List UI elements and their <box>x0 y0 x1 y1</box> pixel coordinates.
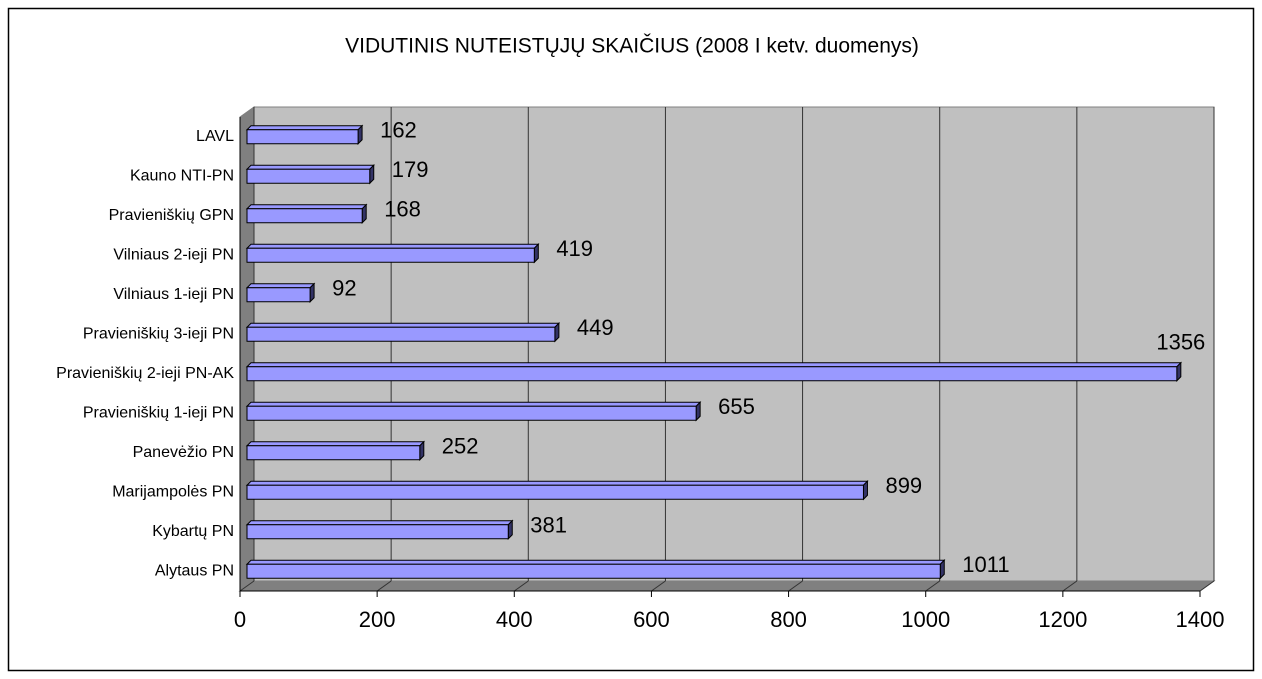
y-tick-label: Pravieniškių 1-ieji PN <box>83 404 234 421</box>
bar-top <box>245 283 316 289</box>
x-tick-label: 200 <box>359 607 396 632</box>
bar-end <box>419 440 425 461</box>
y-tick-label: Kybartų PN <box>152 523 234 540</box>
grid-line <box>788 580 803 592</box>
y-tick-label: Alytaus PN <box>155 562 234 579</box>
y-tick-label: Vilniaus 1-ieji PN <box>113 286 234 303</box>
data-label: 162 <box>380 118 417 143</box>
bar-end <box>1176 361 1182 382</box>
y-tick-label: Panevėžio PN <box>133 444 234 461</box>
x-tick-label: 1200 <box>1038 607 1087 632</box>
bar-end <box>554 322 560 343</box>
bar-top <box>245 480 869 486</box>
bar-end <box>361 203 367 224</box>
bar <box>246 208 363 224</box>
floor <box>238 580 1216 592</box>
bar <box>246 326 556 342</box>
y-tick-label: Marijampolės PN <box>112 483 234 500</box>
bar-end <box>369 164 375 185</box>
y-tick-label: Pravieniškių 3-ieji PN <box>83 325 234 342</box>
bar-top <box>245 243 540 249</box>
chart-title: VIDUTINIS NUTEISTŲJŲ SKAIČIUS (2008 I ke… <box>345 35 919 58</box>
bar-top <box>245 362 1183 368</box>
bar <box>246 168 371 184</box>
x-tick-label: 1000 <box>901 607 950 632</box>
grid-line <box>1199 580 1215 592</box>
bar-end <box>357 124 363 145</box>
bar-end <box>309 282 315 303</box>
bar-top <box>245 322 561 328</box>
bar-end <box>533 243 539 264</box>
x-tick-label: 1400 <box>1176 607 1225 632</box>
bar-top <box>245 204 368 210</box>
grid-line <box>376 580 392 592</box>
bar-top <box>245 125 364 131</box>
bar <box>246 247 535 263</box>
bar-end <box>507 519 513 540</box>
x-tick-label: 800 <box>770 607 807 632</box>
data-label: 899 <box>885 473 922 498</box>
data-label: 1356 <box>1156 330 1205 355</box>
y-tick-label: Vilniaus 2-ieji PN <box>113 246 234 263</box>
bar-end <box>695 401 701 422</box>
x-tick-label: 600 <box>633 607 670 632</box>
y-tick-label: Pravieniškių 2-ieji PN-AK <box>56 365 234 382</box>
bar <box>246 287 311 303</box>
data-label: 168 <box>384 197 421 222</box>
grid-line <box>651 580 666 592</box>
data-label: 179 <box>392 157 429 182</box>
y-tick-label: Kauno NTI-PN <box>130 167 234 184</box>
bar-top <box>245 441 426 447</box>
bar <box>246 405 697 421</box>
bar-top <box>245 164 375 170</box>
grid-line <box>239 580 255 592</box>
data-label: 1011 <box>962 552 1009 577</box>
bar <box>246 524 509 540</box>
data-label: 252 <box>442 434 479 459</box>
data-label: 449 <box>577 315 614 340</box>
data-label: 92 <box>332 276 356 301</box>
x-tick-label: 0 <box>234 607 246 632</box>
bar-top <box>245 559 946 565</box>
grid-line <box>925 580 941 592</box>
bar-end <box>862 480 868 501</box>
bar <box>246 366 1178 382</box>
data-label: 381 <box>530 513 567 538</box>
y-tick-label: Pravieniškių GPN <box>109 207 234 224</box>
bar-top <box>245 520 514 526</box>
grid-line <box>513 580 529 592</box>
y-tick-label: LAVL <box>196 128 234 145</box>
bar-end <box>939 559 945 580</box>
bar <box>246 563 941 579</box>
bar <box>246 445 421 461</box>
grid-line <box>1062 580 1078 592</box>
bar <box>246 129 359 145</box>
bar-top <box>245 401 702 407</box>
data-label: 655 <box>718 394 755 419</box>
x-tick-label: 400 <box>496 607 533 632</box>
bar <box>246 484 864 500</box>
data-label: 419 <box>556 236 593 261</box>
